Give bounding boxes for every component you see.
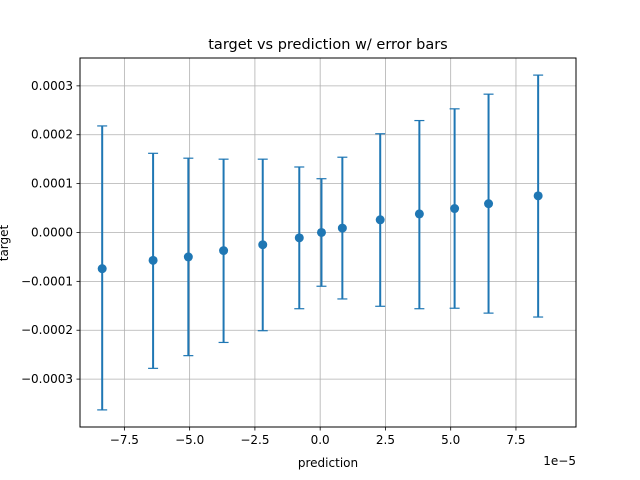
data-point xyxy=(375,215,385,225)
data-point xyxy=(97,264,107,274)
data-point xyxy=(183,252,193,262)
data-point xyxy=(258,240,268,250)
x-tick-label: −5.0 xyxy=(175,433,204,447)
y-tick-label: 0.0000 xyxy=(31,225,73,239)
data-point xyxy=(148,255,158,265)
data-point xyxy=(337,223,347,233)
y-axis-label: target xyxy=(0,224,11,261)
y-tick-label: 0.0001 xyxy=(31,177,73,191)
x-axis: −7.5 −5.0 −2.5 0.0 2.5 5.0 7.5 xyxy=(110,427,526,447)
data-series xyxy=(97,74,544,411)
y-axis: −0.0003 −0.0002 −0.0001 0.0000 0.0001 0.0002 0… xyxy=(21,79,80,386)
x-tick-label: 0.0 xyxy=(311,433,330,447)
y-tick-label: −0.0003 xyxy=(21,372,73,386)
data-point xyxy=(294,233,304,243)
y-tick-label: −0.0002 xyxy=(21,323,73,337)
x-tick-label: 5.0 xyxy=(441,433,460,447)
y-tick-label: 0.0002 xyxy=(31,128,73,142)
plot-frame xyxy=(79,57,577,428)
x-tick-label: −2.5 xyxy=(240,433,269,447)
x-axis-offset-text: 1e−5 xyxy=(543,454,576,468)
x-tick-label: 2.5 xyxy=(376,433,395,447)
x-tick-label: −7.5 xyxy=(110,433,139,447)
x-tick-label: 7.5 xyxy=(506,433,525,447)
data-point xyxy=(219,246,229,256)
data-point xyxy=(533,191,543,201)
y-tick-label: −0.0001 xyxy=(21,274,73,288)
data-point xyxy=(484,199,494,209)
chart-title: target vs prediction w/ error bars xyxy=(208,37,447,53)
data-point xyxy=(414,209,424,219)
data-point xyxy=(316,227,326,237)
y-tick-label: 0.0003 xyxy=(31,79,73,93)
data-point xyxy=(450,204,460,214)
grid-lines xyxy=(80,58,576,427)
x-axis-label: prediction xyxy=(298,456,358,470)
